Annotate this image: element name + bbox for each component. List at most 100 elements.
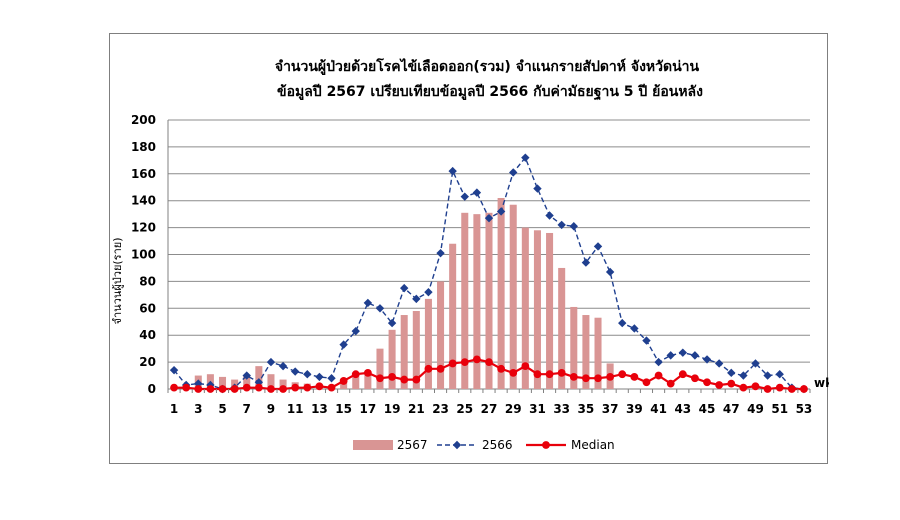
marker-2566: [242, 371, 251, 380]
bar-2567: [570, 306, 578, 389]
legend: 2567 2566 Median: [353, 438, 615, 452]
x-tick-label: 49: [747, 402, 764, 416]
y-tick-label: 100: [131, 248, 156, 262]
bar-layer: [170, 198, 614, 389]
marker-2566: [266, 357, 276, 367]
marker-median: [472, 355, 481, 364]
y-tick-label: 0: [148, 382, 156, 396]
marker-median: [436, 364, 445, 373]
marker-median: [182, 383, 191, 392]
x-tick-label: 19: [384, 402, 401, 416]
y-axis-label: จำนวนผู้ป่วย(ราย): [111, 237, 124, 324]
x-tick-label: 39: [626, 402, 643, 416]
bar-2567: [546, 232, 554, 389]
marker-2566: [472, 188, 482, 197]
marker-median: [460, 358, 469, 366]
marker-median: [582, 374, 590, 383]
marker-median: [557, 368, 566, 377]
y-tick-label: 80: [139, 274, 156, 288]
marker-median: [388, 372, 396, 381]
y-tick-label: 200: [131, 113, 156, 127]
marker-2566: [327, 374, 336, 383]
marker-2566: [618, 318, 627, 328]
x-tick-label: 9: [267, 402, 275, 416]
marker-median: [666, 379, 675, 388]
marker-median: [775, 383, 784, 392]
marker-median: [763, 385, 772, 393]
x-tick-label: 3: [194, 402, 202, 416]
marker-2566: [666, 351, 675, 360]
marker-median: [194, 385, 203, 393]
line-layer: [169, 153, 809, 394]
marker-2566: [739, 371, 748, 380]
marker-median: [751, 382, 760, 391]
chart-title: จำนวนผู้ป่วยด้วยโรคไข้เลือดออก(รวม) จำแน…: [275, 57, 700, 75]
marker-median: [218, 385, 227, 393]
marker-2566: [533, 184, 542, 193]
x-tick-label: 35: [578, 402, 595, 416]
marker-median: [400, 375, 409, 384]
x-tick-label: 5: [218, 402, 226, 416]
legend-label-2567: 2567: [397, 438, 428, 452]
marker-2566: [424, 287, 433, 297]
bar-2567: [255, 366, 263, 389]
chart-subtitle: ข้อมูลปี 2567 เปรียบเทียบข้อมูลปี 2566 ก…: [277, 84, 703, 101]
x-tick-label: 47: [723, 402, 740, 416]
marker-median: [315, 382, 324, 391]
marker-median: [800, 385, 808, 393]
bar-2567: [424, 298, 432, 389]
marker-2566: [581, 258, 591, 267]
y-tick-label: 140: [131, 194, 156, 208]
marker-2566: [690, 351, 700, 360]
bar-2567: [267, 374, 275, 389]
marker-2566: [751, 359, 760, 368]
x-tick-label: 31: [529, 402, 546, 416]
marker-2566: [303, 370, 312, 379]
x-tick-label: 17: [360, 402, 377, 416]
marker-2566: [521, 153, 530, 162]
bar-2567: [376, 348, 384, 389]
marker-2566: [448, 166, 457, 176]
x-tick-label: 21: [408, 402, 425, 416]
marker-2566: [509, 168, 518, 177]
marker-2566: [569, 222, 578, 231]
marker-median: [642, 378, 651, 387]
legend-label-median: Median: [571, 438, 615, 452]
x-tick-label: 33: [553, 402, 570, 416]
bar-2567: [461, 212, 469, 389]
marker-median: [521, 362, 530, 371]
bar-2567: [218, 376, 227, 389]
marker-median: [497, 364, 506, 373]
marker-2566: [363, 298, 373, 308]
marker-median: [254, 383, 263, 392]
chart-frame: จำนวนผู้ป่วยด้วยโรคไข้เลือดออก(รวม) จำแน…: [109, 33, 829, 464]
marker-2566: [642, 336, 651, 345]
marker-median: [691, 374, 699, 383]
marker-median: [630, 372, 639, 381]
marker-median: [327, 383, 336, 392]
x-tick-label: 25: [456, 402, 473, 416]
marker-2566: [605, 267, 615, 277]
bar-2567: [558, 267, 566, 389]
marker-median: [339, 377, 348, 385]
legend-swatch-2567: [353, 440, 393, 450]
marker-2566: [727, 368, 736, 378]
marker-median: [739, 383, 748, 392]
legend-marker-median: [542, 441, 550, 449]
bar-2567: [437, 281, 445, 389]
bar-2567: [473, 214, 481, 389]
bar-2567: [352, 372, 360, 389]
marker-2566: [496, 207, 506, 216]
legend-label-2566: 2566: [482, 438, 513, 452]
legend-marker-2566: [452, 440, 462, 450]
marker-median: [569, 372, 578, 381]
chart-svg: จำนวนผู้ป่วยด้วยโรคไข้เลือดออก(รวม) จำแน…: [111, 57, 829, 452]
marker-2566: [593, 242, 603, 251]
marker-2566: [714, 359, 724, 368]
x-tick-label: 51: [771, 402, 788, 416]
marker-median: [376, 374, 384, 383]
marker-2566: [412, 294, 421, 304]
marker-median: [533, 370, 542, 379]
marker-2566: [169, 365, 179, 375]
marker-median: [606, 372, 615, 381]
